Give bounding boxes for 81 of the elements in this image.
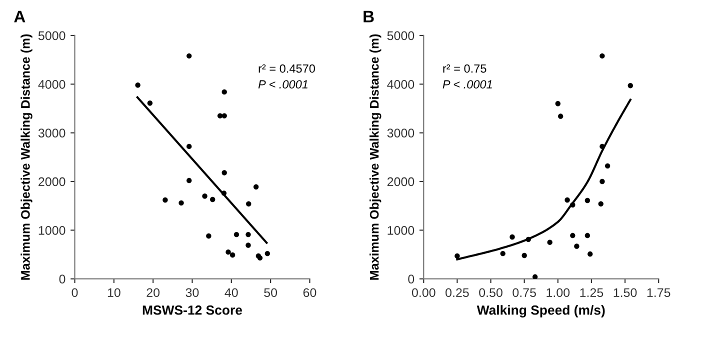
annotation: P < .0001 (258, 80, 308, 89)
point (186, 144, 192, 150)
point (500, 250, 506, 256)
point (246, 242, 251, 248)
y-tick-label: 1000 (388, 226, 414, 235)
x-tick-label: 0.75 (512, 288, 536, 298)
point (222, 89, 227, 95)
point (222, 170, 227, 176)
y-tick-label: 2000 (38, 177, 66, 186)
point (234, 232, 240, 238)
chart-title: B (364, 10, 374, 22)
annotation: r² = 0.75 (443, 64, 486, 73)
x-tick-label: 20 (146, 288, 160, 298)
point (600, 178, 605, 184)
point (547, 240, 552, 245)
x-tick-label: 0.00 (412, 288, 436, 298)
x-axis-title: Walking Speed (m/s) (476, 305, 605, 318)
point (147, 100, 153, 106)
x-axis-title: MSWS-12 Score (142, 305, 242, 315)
chart-title: A (14, 10, 26, 22)
point (598, 201, 604, 206)
point (600, 53, 605, 59)
y-tick-label: 4000 (38, 80, 66, 89)
x-tick-label: 0 (72, 288, 78, 298)
y-tick-label: 2000 (387, 177, 414, 186)
point (230, 252, 236, 258)
point (454, 253, 460, 259)
y-tick-label: 0 (59, 274, 66, 284)
point (222, 113, 227, 118)
point (584, 198, 590, 204)
x-tick-label: 0.25 (446, 288, 469, 298)
point (178, 200, 184, 206)
point (628, 83, 634, 88)
point (202, 194, 208, 199)
point (135, 82, 140, 88)
point (604, 163, 610, 169)
point (246, 232, 251, 238)
point (570, 202, 576, 208)
y-tick-label: 0 (408, 274, 414, 284)
y-tick-label: 1000 (38, 226, 66, 235)
point (584, 232, 590, 238)
point (510, 234, 515, 240)
point (253, 184, 259, 190)
point (588, 251, 593, 257)
annotation: r² = 0.4570 (258, 64, 315, 73)
point (186, 178, 192, 184)
y-tick-label: 4000 (387, 80, 414, 89)
point (558, 114, 564, 119)
point (162, 197, 168, 203)
y-axis-title: Maximum Objective Walking Distance (m) (370, 34, 382, 280)
y-tick-label: 5000 (387, 31, 414, 40)
point (210, 196, 216, 202)
point (206, 233, 212, 239)
point (532, 274, 538, 279)
y-axis-title: Maximum Objective Walking Distance (m) (20, 34, 32, 280)
point (226, 249, 231, 255)
point (522, 252, 527, 258)
point (574, 244, 580, 249)
x-tick-label: 1.50 (614, 288, 637, 298)
x-tick-label: 60 (303, 288, 316, 298)
y-tick-label: 5000 (38, 31, 66, 40)
point (246, 201, 252, 206)
point (570, 232, 576, 238)
x-tick-label: 1.75 (647, 288, 670, 298)
x-tick-label: 40 (224, 288, 238, 298)
x-tick-label: 0.50 (479, 288, 502, 298)
x-tick-label: 50 (264, 288, 278, 298)
point (564, 197, 570, 203)
point (221, 190, 227, 196)
x-tick-label: 1.00 (546, 288, 570, 298)
x-tick-label: 10 (108, 288, 120, 298)
x-tick-label: 30 (186, 288, 199, 298)
y-tick-label: 3000 (38, 128, 66, 138)
point (526, 236, 531, 242)
point (264, 250, 270, 256)
y-tick-label: 3000 (387, 128, 414, 138)
point (555, 101, 560, 106)
annotation: P < .0001 (442, 80, 492, 89)
point (186, 53, 192, 59)
x-tick-label: 1.25 (580, 288, 604, 298)
point (600, 144, 605, 150)
